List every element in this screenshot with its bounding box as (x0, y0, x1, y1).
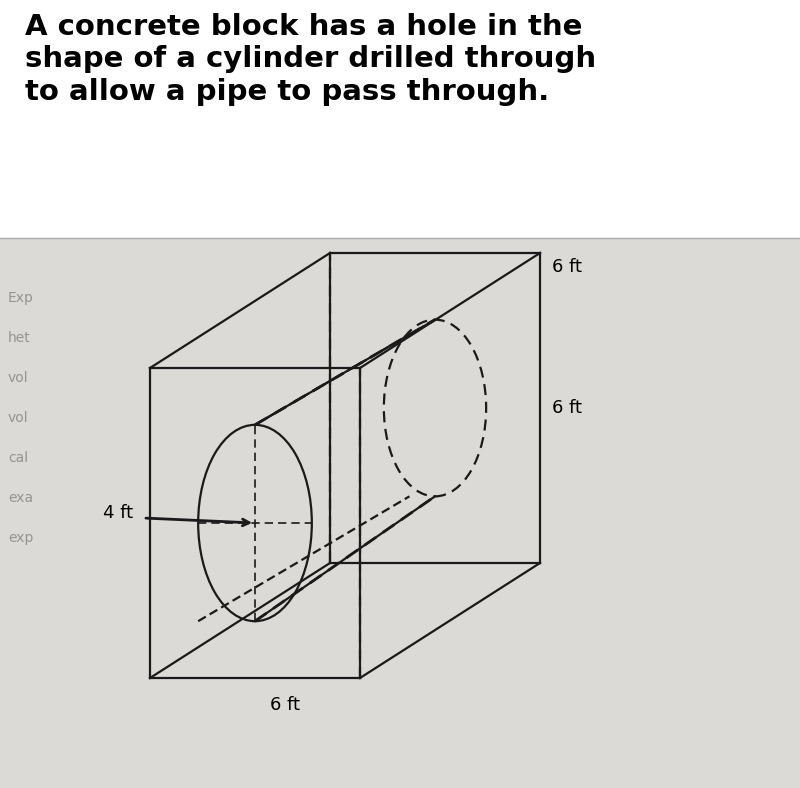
Text: vol: vol (8, 371, 29, 385)
Text: cal: cal (8, 451, 28, 465)
Bar (0, 238, 800, 788)
Text: exp: exp (8, 531, 34, 545)
Text: 6 ft: 6 ft (552, 258, 582, 276)
Text: 6 ft: 6 ft (552, 399, 582, 417)
Text: vol: vol (8, 411, 29, 425)
Text: A concrete block has a hole in the
shape of a cylinder drilled through
to allow : A concrete block has a hole in the shape… (25, 13, 596, 106)
Text: exa: exa (8, 491, 33, 505)
Text: 6 ft: 6 ft (270, 696, 300, 714)
Text: 4 ft: 4 ft (103, 504, 133, 522)
Bar (0, 0, 800, 238)
Text: het: het (8, 331, 30, 345)
Text: Exp: Exp (8, 291, 34, 305)
